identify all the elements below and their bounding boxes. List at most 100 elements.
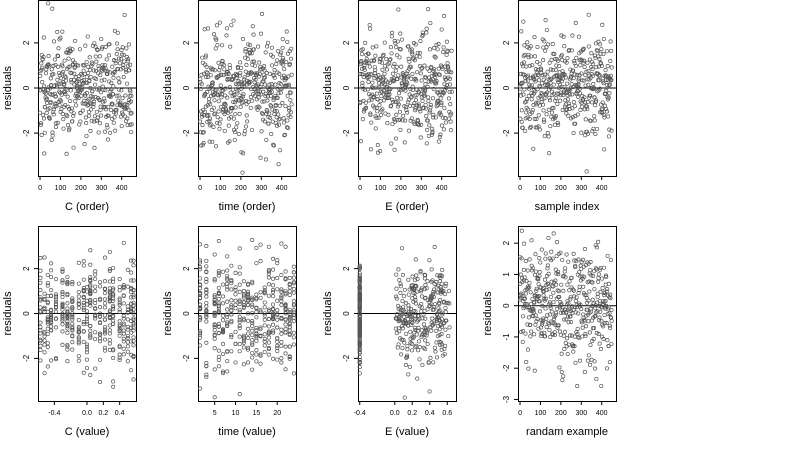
data-point [287, 292, 292, 298]
data-point [231, 18, 236, 23]
data-point [570, 106, 575, 111]
data-point [108, 89, 113, 94]
data-point [565, 93, 570, 98]
data-point [245, 311, 251, 316]
data-point [571, 251, 576, 256]
data-point [271, 302, 276, 307]
data-point [359, 66, 365, 71]
data-point [229, 298, 234, 303]
data-point [81, 322, 86, 327]
data-point [98, 284, 103, 289]
data-point [377, 81, 382, 86]
y-axis-label: residuals [162, 291, 174, 336]
data-point [39, 61, 44, 66]
data-point [357, 288, 362, 293]
data-point [291, 342, 296, 347]
data-point [524, 97, 530, 102]
data-point [603, 91, 608, 96]
data-point [434, 279, 439, 284]
data-point [591, 273, 596, 278]
data-point [86, 71, 91, 76]
data-point [266, 275, 271, 280]
data-point [117, 357, 122, 362]
data-point [121, 339, 126, 344]
scatter-points [517, 12, 614, 174]
data-point [568, 314, 573, 319]
data-point [378, 99, 383, 104]
data-point [237, 246, 242, 251]
data-point [533, 269, 539, 274]
data-point [202, 109, 207, 114]
data-point [583, 83, 588, 88]
data-point [42, 371, 47, 376]
x-tick-label: -0.4 [48, 410, 60, 417]
data-point [402, 140, 407, 145]
data-point [528, 44, 533, 49]
data-point [267, 71, 272, 76]
data-point [430, 130, 435, 136]
data-point [594, 245, 600, 250]
data-point [357, 285, 362, 291]
data-point [52, 83, 57, 88]
data-point [524, 99, 529, 104]
data-point [441, 45, 446, 50]
data-point [88, 303, 93, 308]
data-point [88, 277, 93, 282]
data-point [564, 107, 570, 112]
data-point [566, 301, 571, 306]
data-point [523, 110, 529, 115]
data-point [107, 314, 112, 319]
data-point [84, 357, 90, 362]
data-point [537, 273, 542, 279]
data-point [556, 272, 561, 277]
data-point [586, 298, 591, 303]
data-point [93, 82, 98, 87]
data-point [395, 104, 401, 109]
data-point [600, 100, 605, 105]
data-point [204, 374, 209, 380]
data-point [406, 74, 411, 79]
data-point [539, 81, 545, 86]
data-point [593, 103, 598, 108]
data-point [204, 364, 209, 369]
data-point [394, 272, 399, 277]
data-point [581, 284, 586, 289]
data-point [422, 74, 428, 80]
x-tick-label: 300 [255, 185, 267, 192]
data-point [551, 105, 556, 111]
data-point [198, 329, 203, 334]
data-point [226, 123, 231, 128]
data-point [42, 307, 47, 312]
data-point [525, 347, 530, 352]
data-point [279, 327, 284, 332]
data-point [554, 254, 559, 259]
data-point [396, 7, 401, 12]
data-point [402, 340, 407, 345]
data-point [45, 283, 50, 288]
data-point [266, 346, 271, 351]
data-point [580, 257, 586, 262]
data-point [405, 81, 410, 86]
data-point [257, 105, 262, 110]
data-point [65, 293, 70, 298]
data-point [591, 81, 596, 87]
data-point [102, 291, 108, 296]
data-point [398, 47, 403, 52]
data-point [406, 56, 411, 61]
data-point [70, 307, 75, 312]
data-point [273, 82, 278, 87]
data-point [537, 299, 542, 304]
data-point [565, 351, 570, 357]
data-point [121, 63, 126, 68]
data-point [427, 68, 432, 74]
data-point [586, 44, 591, 49]
data-point [113, 61, 118, 66]
data-point [291, 310, 296, 315]
data-point [410, 336, 415, 341]
data-point [88, 328, 93, 333]
data-point [582, 100, 587, 105]
data-point [388, 45, 393, 50]
data-point [568, 320, 574, 325]
data-point [252, 59, 257, 64]
data-point [254, 315, 259, 320]
